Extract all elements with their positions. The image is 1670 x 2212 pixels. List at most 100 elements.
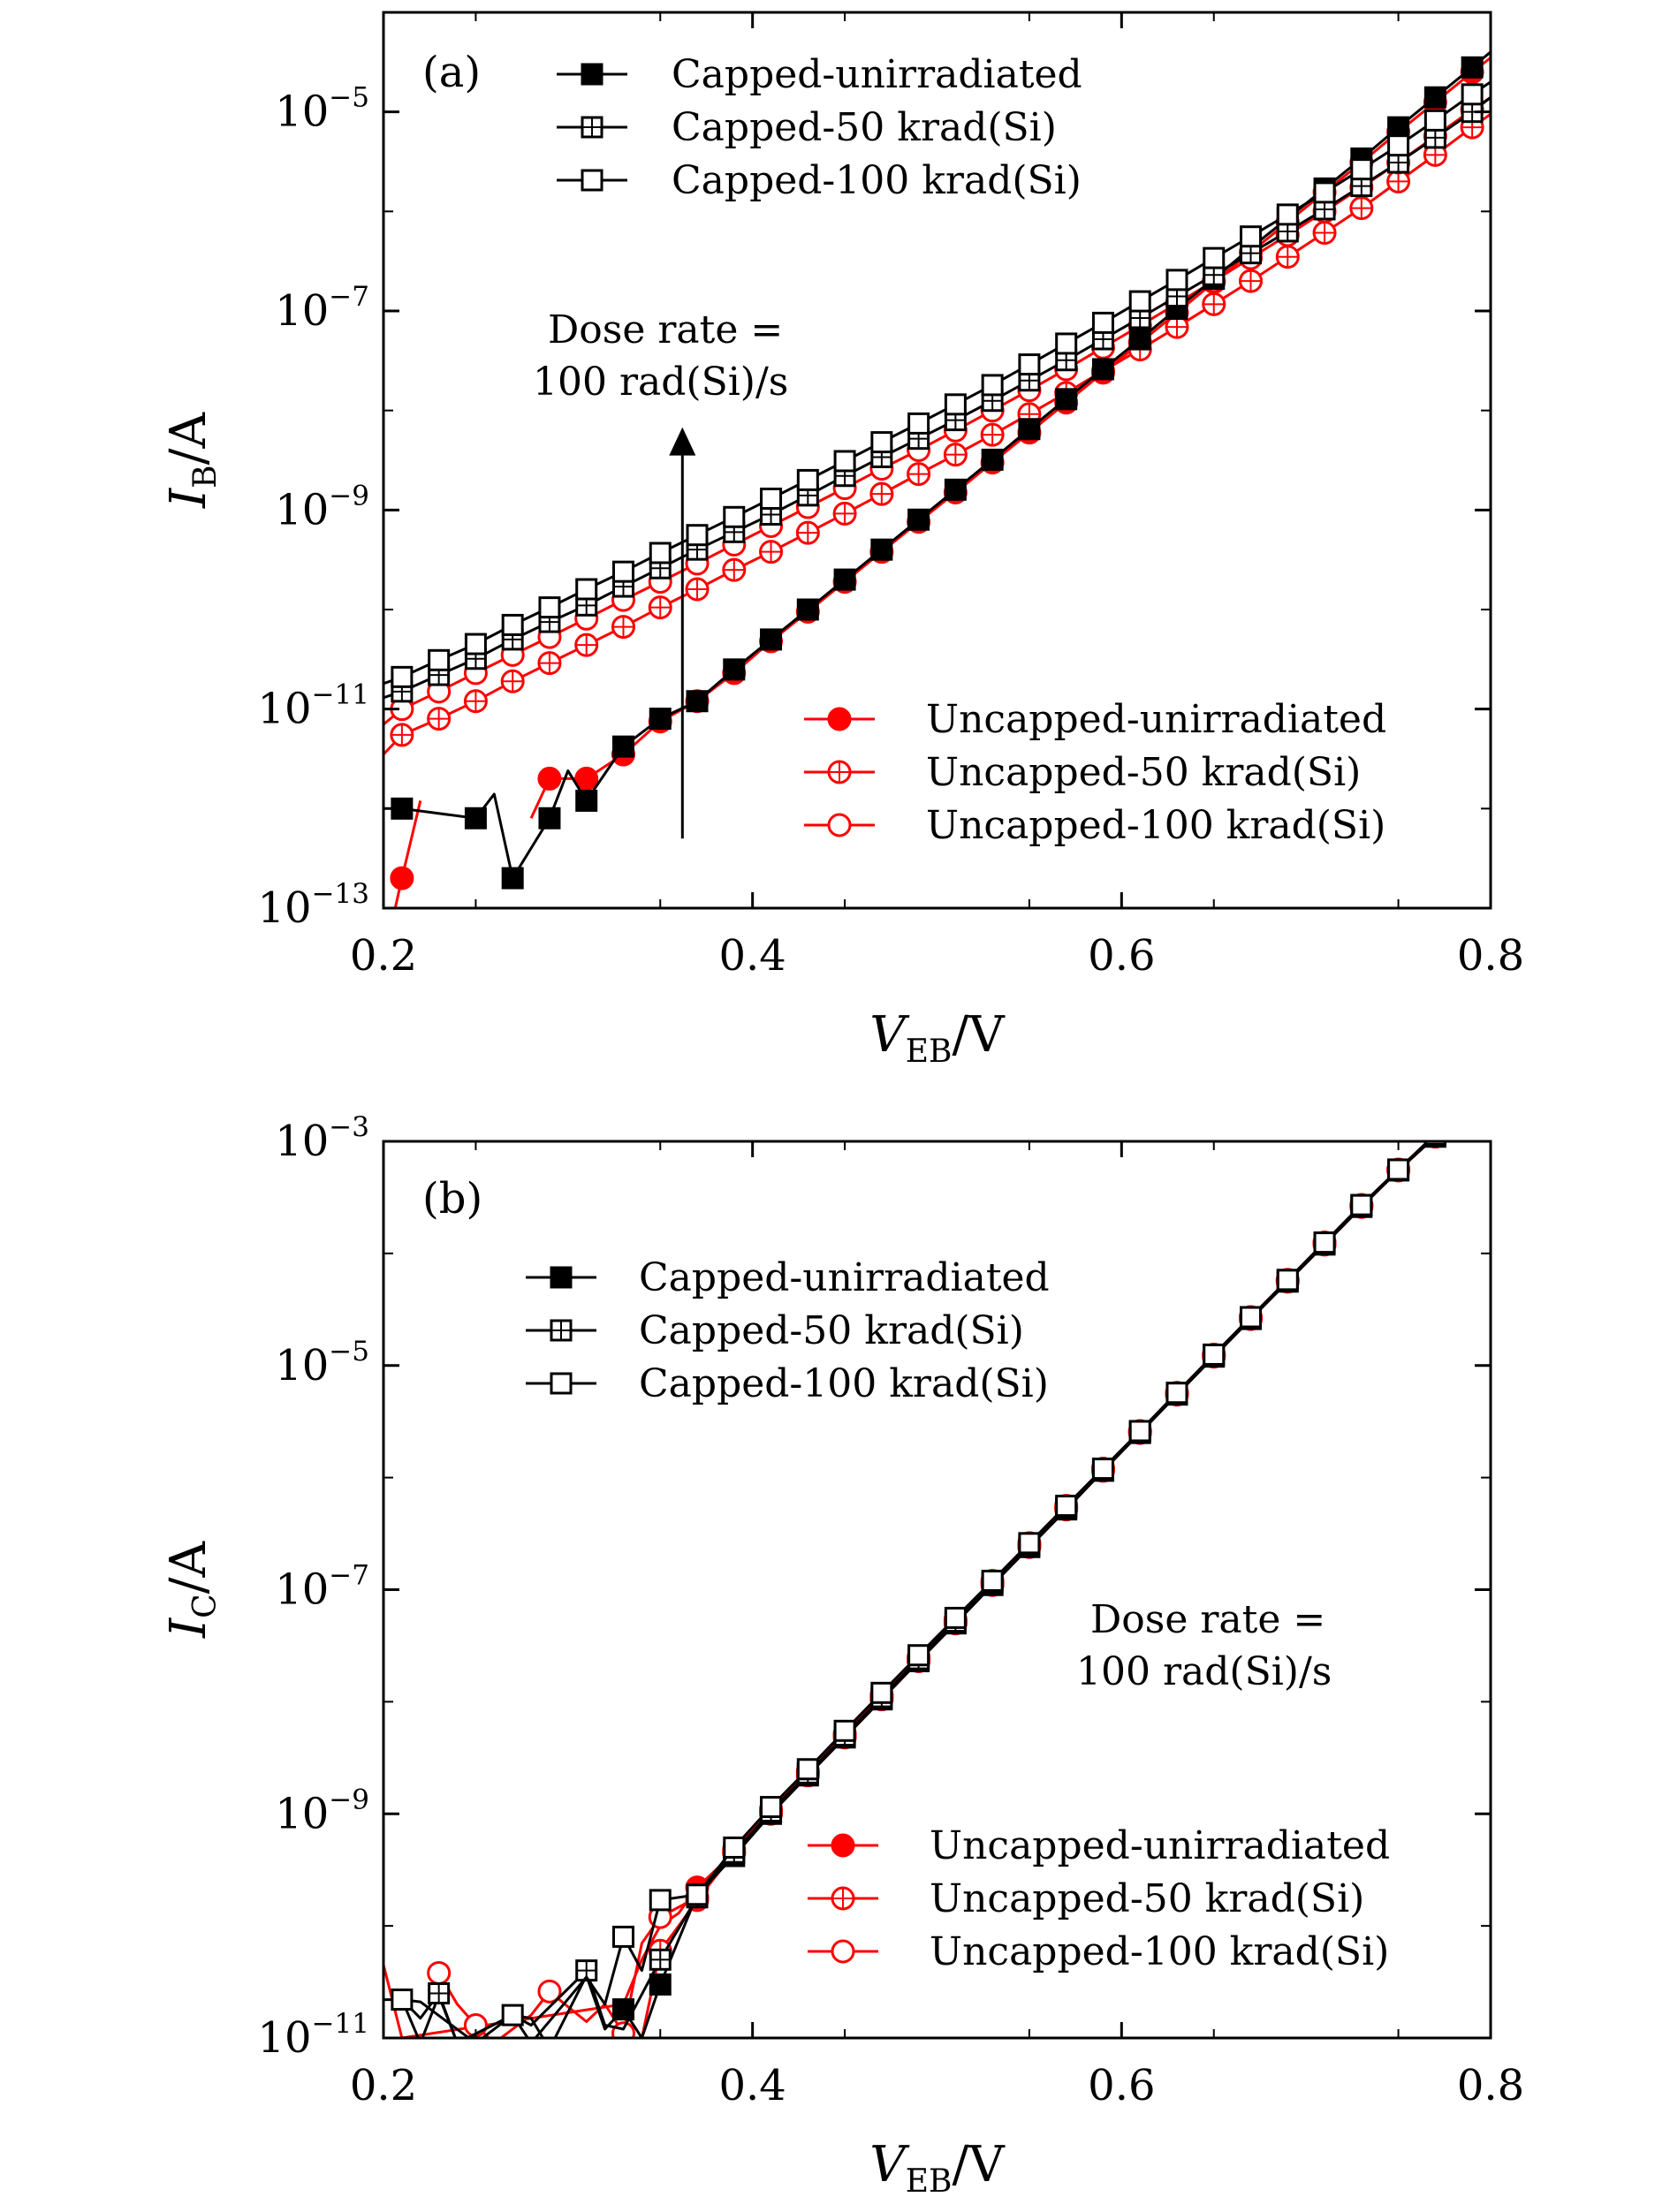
panel-a-series-capped-100-krad-si-point-25 [1276, 203, 1299, 226]
panel-a-series-capped-unirradiated-point-2 [464, 807, 487, 830]
panel-a-series-uncapped-50-krad-si-point-12 [795, 520, 820, 545]
panel-a-y-axis-title: IB/A [160, 412, 224, 508]
panel-b-series-capped-100-krad-si-point-15 [870, 1681, 893, 1704]
panel-a-series-capped-unirradiated-point-8 [611, 735, 634, 758]
panel-a-annotation-line-1: Dose rate = [548, 307, 783, 352]
panel-b-y-tick-label-0: 10−11 [258, 2008, 370, 2063]
panel-a-series-layer [383, 50, 1491, 908]
panel-b-series-capped-100-krad-si-point-11 [723, 1836, 746, 1859]
panel-a-series-capped-100-krad-si-point-14 [870, 431, 893, 454]
panel-a-legend-uncapped-50-krad-si-marker [827, 760, 852, 784]
panel-b-annotation: Dose rate = 100 rad(Si)/s [1076, 1597, 1332, 1694]
panel-b-series-capped-100-krad-si-point-19 [1018, 1532, 1041, 1555]
panel-a-series-capped-100-krad-si-point-27 [1350, 158, 1373, 181]
panel-a-chart: 0.2 0.4 0.6 0.8 10−13 10−11 10−9 10−7 10−5 VEB/V I… [160, 11, 1524, 1070]
panel-a-series-capped-100-krad-si-point-17 [981, 374, 1004, 397]
panel-b-legend-capped-50-krad-si-label: Capped-50 krad(Si) [639, 1308, 1024, 1353]
panel-b-series-capped-100-krad-si-point-13 [796, 1758, 819, 1781]
panel-b-legend-capped-100-krad-si-marker [550, 1372, 573, 1395]
panel-b-chart: 0.2 0.4 0.6 0.8 10−11 10−9 10−7 10−5 10−3 VEB/V IC… [160, 1111, 1524, 2200]
panel-a-series-uncapped-unirradiated-point-4 [537, 766, 562, 791]
panel-a-series-capped-50-krad-si-point-26 [1313, 198, 1336, 221]
panel-b-axes: 0.2 0.4 0.6 0.8 10−11 10−9 10−7 10−5 10−3 VEB/V IC… [160, 1111, 1524, 2200]
panel-a-dose-arrow-head [669, 427, 696, 456]
panel-a-series-capped-unirradiated-point-31 [1461, 56, 1484, 79]
panel-a-legend-uncapped: Uncapped-unirradiated Uncapped-50 krad(Si… [804, 697, 1386, 848]
panel-a-series-uncapped-50-krad-si-point-9 [685, 577, 710, 602]
panel-b-series-capped-100-krad-si-point-14 [833, 1719, 856, 1742]
panel-a-series-capped-100-krad-si-point-8 [649, 542, 672, 564]
panel-a-legend-capped-50-krad-si-label: Capped-50 krad(Si) [672, 105, 1057, 150]
panel-b-series-capped-100-krad-si-point-16 [907, 1644, 930, 1667]
panel-a-x-tick-label-2: 0.6 [1088, 931, 1155, 981]
panel-b-series-capped-100-krad-si-point-20 [1055, 1495, 1078, 1518]
panel-b-y-tick-label-1: 10−9 [275, 1784, 369, 1838]
panel-a-series-capped-unirradiated-point-7 [575, 789, 598, 812]
panel-a-series-uncapped-50-krad-si-point-13 [832, 501, 857, 526]
panel-a-y-tick-label-3: 10−7 [275, 281, 369, 336]
panel-b-legend-uncapped: Uncapped-unirradiated Uncapped-50 krad(Si… [808, 1823, 1390, 1974]
panel-b-series-capped-100-krad-si-point-30 [1423, 1141, 1446, 1146]
panel-b-legend-uncapped-50-krad-si-marker [831, 1886, 855, 1911]
panel-a-legend-uncapped-unirradiated-label: Uncapped-unirradiated [926, 697, 1386, 742]
panel-b-label: (b) [422, 1174, 482, 1223]
panel-b-legend-uncapped-unirradiated-label: Uncapped-unirradiated [930, 1823, 1390, 1868]
panel-b-series-capped-50-krad-si-point-6 [575, 1959, 598, 1982]
panel-a-series-capped-100-krad-si-point-11 [760, 487, 783, 510]
panel-b-series-capped-100-krad-si-point-10 [686, 1883, 709, 1906]
panel-a-series-uncapped-50-krad-si-point-16 [943, 443, 968, 467]
panel-a-y-tick-label-0: 10−13 [258, 878, 370, 933]
panel-b-series-capped-unirradiated-point-12 [649, 1973, 672, 1996]
panel-b-legend-uncapped-50-krad-si-label: Uncapped-50 krad(Si) [930, 1876, 1364, 1921]
panel-b-series-capped-100-krad-si-point-9 [649, 1889, 672, 1912]
panel-a-y-tick-label-2: 10−9 [275, 480, 369, 534]
panel-a-series-uncapped-50-krad-si-point-27 [1349, 196, 1374, 221]
panel-a-series-capped-unirradiated-point-17 [944, 478, 967, 501]
panel-a-series-capped-100-krad-si-point-9 [686, 524, 709, 547]
panel-a-series-uncapped-50-krad-si-point-8 [648, 595, 672, 620]
panel-a-series-uncapped-50-krad-si-point-24 [1239, 269, 1264, 293]
panel-b-series-capped-100-krad-si-point-29 [1387, 1158, 1410, 1181]
panel-a-legend-uncapped-100-krad-si-marker [827, 813, 852, 837]
panel-b-series-capped-100-krad-si-point-3 [501, 2004, 524, 2026]
panel-a-series-capped-unirradiated-point-19 [1018, 418, 1041, 441]
panel-a-legend-uncapped-50-krad-si-label: Uncapped-50 krad(Si) [926, 750, 1361, 795]
panel-b-x-tick-label-2: 0.6 [1088, 2061, 1155, 2110]
panel-b-x-tick-label-0: 0.2 [350, 2061, 417, 2110]
panel-a-x-axis-title: VEB/V [869, 1006, 1006, 1070]
panel-b-series-capped-100-krad-si-point-18 [981, 1569, 1004, 1592]
panel-b-y-axis-title: IC/A [160, 1541, 224, 1639]
panel-a-series-capped-100-krad-si-point-2 [428, 648, 451, 671]
panel-a-annotation: Dose rate = 100 rad(Si)/s [533, 307, 788, 839]
panel-a-series-capped-100-krad-si-point-19 [1055, 332, 1078, 355]
panel-a-series-uncapped-50-krad-si-point-25 [1275, 245, 1300, 269]
panel-a-series-capped-unirradiated-point-12 [760, 628, 783, 651]
panel-b-series-capped-50-krad-si-point-9 [649, 1948, 672, 1971]
panel-a-series-capped-unirradiated-point-14 [833, 568, 856, 591]
panel-a-legend-capped-unirradiated-label: Capped-unirradiated [672, 52, 1082, 97]
panel-b-series-capped-100-krad-si-point-7 [611, 1925, 634, 1948]
panel-b-series-capped-100-krad-si-point-23 [1165, 1382, 1188, 1405]
panel-a-series-capped-50-krad-si-point-29 [1423, 126, 1446, 149]
panel-a-series-uncapped-50-krad-si-point-1 [390, 723, 414, 747]
panel-a-legend-capped-100-krad-si-label: Capped-100 krad(Si) [672, 158, 1082, 203]
panel-a-series-uncapped-50-krad-si-point-15 [907, 462, 931, 487]
panel-a-series-capped-unirradiated-point-20 [1055, 388, 1078, 411]
panel-a-series-capped-unirradiated-point-13 [796, 598, 819, 621]
panel-b-series-capped-50-krad-si-point-2 [428, 1982, 451, 2005]
panel-a-series-capped-100-krad-si-point-29 [1423, 109, 1446, 132]
panel-b-y-tick-label-3: 10−5 [275, 1336, 369, 1390]
panel-a-series-capped-100-krad-si-point-10 [723, 505, 746, 528]
panel-a-series-capped-100-krad-si-point-7 [611, 560, 634, 583]
panel-a-series-uncapped-50-krad-si-point-23 [1202, 292, 1226, 316]
panel-b-annotation-line-2: 100 rad(Si)/s [1076, 1649, 1332, 1694]
panel-b-legend-uncapped-100-krad-si-label: Uncapped-100 krad(Si) [930, 1929, 1389, 1974]
panel-b-series-capped-100-krad-si-point-22 [1128, 1420, 1151, 1443]
panel-a-series-capped-50-krad-si-point-25 [1276, 220, 1299, 243]
panel-b-x-tick-label-3: 0.8 [1457, 2061, 1524, 2110]
panel-a-series-uncapped-unirradiated-point-5 [574, 766, 599, 791]
panel-a-x-tick-label-3: 0.8 [1457, 931, 1524, 981]
panel-a-series-uncapped-50-krad-si-point-10 [722, 557, 747, 582]
panel-b-x-axis-title: VEB/V [869, 2136, 1006, 2200]
